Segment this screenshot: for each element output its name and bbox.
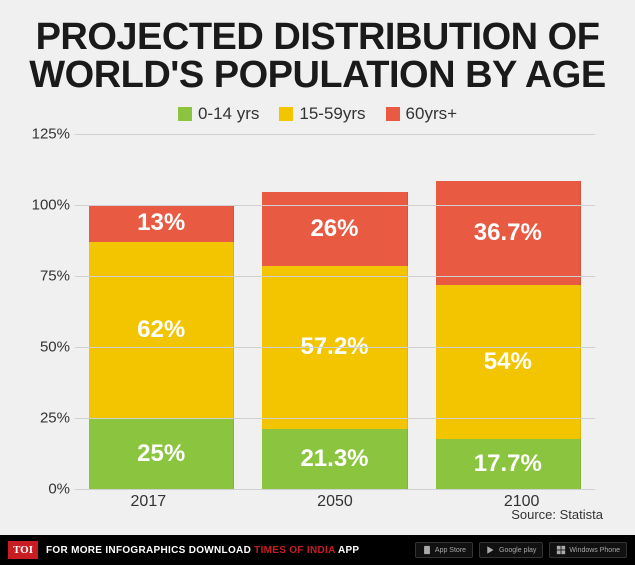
y-axis-label: 75% [25,268,70,285]
segment-60plus: 13% [89,205,235,242]
title-line-2: WORLD'S POPULATION BY AGE [29,54,605,96]
y-axis-label: 25% [25,410,70,427]
legend-swatch [279,107,293,121]
x-axis-labels: 2017 2050 2100 [55,489,615,511]
legend: 0-14 yrs 15-59yrs 60yrs+ [20,104,615,124]
y-axis-label: 100% [25,197,70,214]
footer-text-highlight: TIMES OF INDIA [254,545,338,556]
appstore-badge[interactable]: App Store [415,542,473,558]
legend-swatch [386,107,400,121]
x-axis-label: 2050 [257,493,414,511]
footer-text-prefix: FOR MORE INFOGRAPHICS DOWNLOAD [46,545,254,556]
googleplay-badge[interactable]: Google play [479,542,543,558]
legend-item: 15-59yrs [279,104,365,124]
legend-label: 15-59yrs [299,104,365,124]
x-axis-label: 2017 [70,493,227,511]
bar-group: 13%62%25% [89,134,235,489]
legend-label: 60yrs+ [406,104,458,124]
footer-bar: TOI FOR MORE INFOGRAPHICS DOWNLOAD TIMES… [0,535,635,565]
segment-60plus: 36.7% [436,181,582,285]
bar-group: 36.7%54%17.7% [436,134,582,489]
plot-area: 13%62%25%26%57.2%21.3%36.7%54%17.7% 0%25… [75,134,595,489]
grid-line [75,205,595,206]
segment-15-59: 62% [89,242,235,418]
windows-badge[interactable]: Windows Phone [549,542,627,558]
y-axis-label: 125% [25,126,70,143]
stacked-bar-chart: 13%62%25%26%57.2%21.3%36.7%54%17.7% 0%25… [75,134,595,489]
bar-group: 26%57.2%21.3% [262,134,408,489]
grid-line [75,347,595,348]
chart-title: PROJECTED DISTRIBUTION OF WORLD'S POPULA… [20,18,615,94]
y-axis-label: 50% [25,339,70,356]
title-line-1: PROJECTED DISTRIBUTION OF [36,16,600,58]
x-axis-label: 2100 [443,493,600,511]
segment-0-14: 17.7% [436,439,582,489]
infographic-container: PROJECTED DISTRIBUTION OF WORLD'S POPULA… [0,0,635,565]
segment-60plus: 26% [262,192,408,266]
segment-0-14: 21.3% [262,429,408,489]
legend-label: 0-14 yrs [198,104,259,124]
app-badges: App Store Google play Windows Phone [415,542,627,558]
legend-swatch [178,107,192,121]
legend-item: 60yrs+ [386,104,458,124]
bars-container: 13%62%25%26%57.2%21.3%36.7%54%17.7% [75,134,595,489]
footer-text-suffix: APP [338,545,359,556]
grid-line [75,134,595,135]
grid-line [75,276,595,277]
segment-0-14: 25% [89,418,235,489]
segment-15-59: 54% [436,285,582,438]
legend-item: 0-14 yrs [178,104,259,124]
toi-logo: TOI [8,541,38,559]
grid-line [75,418,595,419]
footer-text: FOR MORE INFOGRAPHICS DOWNLOAD TIMES OF … [46,545,359,556]
